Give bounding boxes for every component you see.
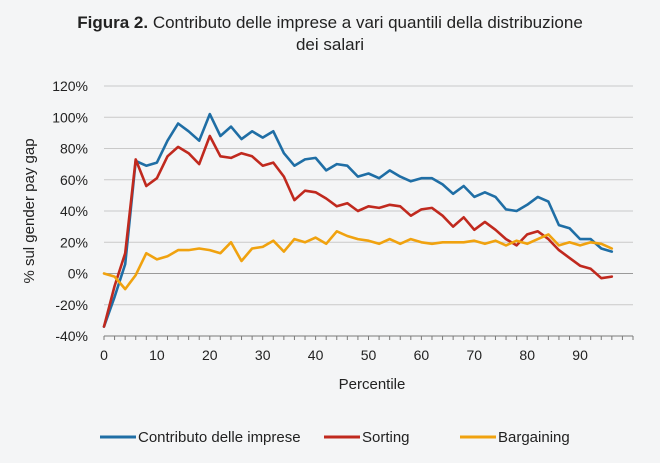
y-tick-label: 120%: [52, 78, 88, 94]
x-tick-label: 50: [361, 347, 377, 363]
x-tick-label: 90: [572, 347, 588, 363]
x-tick-label: 70: [467, 347, 483, 363]
x-tick-label: 30: [255, 347, 271, 363]
chart-title-line1: Contributo delle imprese a vari quantili…: [152, 13, 583, 32]
series-line-bargaining: [102, 230, 614, 291]
series-lines: [102, 112, 614, 328]
x-tick-label: 10: [149, 347, 165, 363]
chart-title-bold: Figura 2.: [77, 13, 149, 32]
y-tick-label: 20%: [60, 234, 88, 250]
chart-title-line2: dei salari: [295, 35, 365, 54]
legend-label: Bargaining: [498, 429, 570, 446]
series-line-sorting: [102, 134, 614, 328]
y-tick-labels: -40% -20% 0% 20% 40% 60% 80% 100% 120%: [52, 78, 88, 344]
y-axis-label: % sul gender pay gap: [21, 138, 38, 283]
y-tick-label: -20%: [55, 297, 88, 313]
x-axis: [103, 273, 634, 340]
x-tick-label: 20: [202, 347, 218, 363]
x-axis-label: Percentile: [339, 376, 406, 393]
y-tick-label: 0%: [68, 266, 88, 282]
chart-title: Figura 2. Contributo delle imprese a var…: [0, 12, 660, 56]
x-tick-label: 0: [100, 347, 108, 363]
legend: Contributo delle imprese Sorting Bargainin…: [100, 429, 570, 446]
legend-label: Sorting: [362, 429, 410, 446]
x-tick-label: 40: [308, 347, 324, 363]
y-tick-label: -40%: [55, 328, 88, 344]
y-tick-label: 80%: [60, 141, 88, 157]
x-tick-label: 80: [519, 347, 535, 363]
y-tick-label: 40%: [60, 203, 88, 219]
y-tick-label: 60%: [60, 172, 88, 188]
x-tick-label: 60: [414, 347, 430, 363]
y-tick-label: 100%: [52, 109, 88, 125]
legend-label: Contributo delle imprese: [138, 429, 301, 446]
series-line-contributo-delle-imprese: [102, 112, 614, 328]
x-tick-labels: 0 10 20 30 40 50 60 70 80 90: [100, 347, 588, 363]
